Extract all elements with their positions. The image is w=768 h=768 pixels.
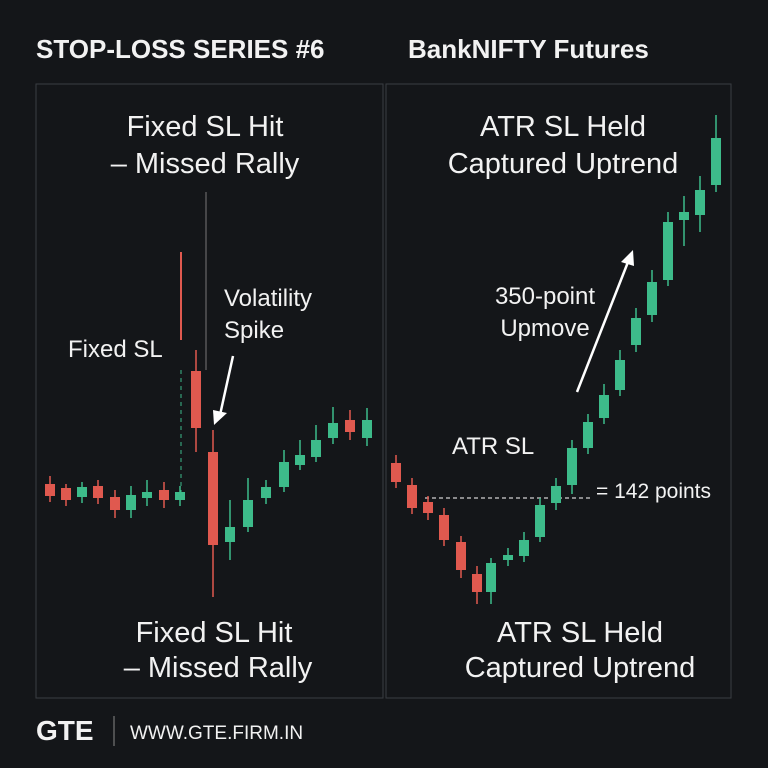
candle-body	[328, 423, 338, 438]
right-heading: Captured Uptrend	[448, 148, 679, 180]
right-frame	[385, 83, 732, 699]
fixed-sl-label: Fixed SL	[68, 336, 163, 363]
candle-body	[142, 492, 152, 498]
candle-body	[423, 502, 433, 513]
upmove-label: Upmove	[500, 315, 589, 342]
candle-body	[295, 455, 305, 465]
candle-body	[695, 190, 705, 215]
left-heading: Fixed SL Hit	[127, 111, 284, 143]
candle-body	[279, 462, 289, 487]
candle-body	[93, 486, 103, 498]
candle-body	[261, 487, 271, 498]
candle-body	[535, 505, 545, 537]
right-heading: ATR SL Held	[480, 111, 646, 143]
candle-body	[110, 497, 120, 510]
candle-body	[631, 318, 641, 345]
right-caption: Captured Uptrend	[465, 652, 696, 684]
brand: GTE	[36, 715, 94, 746]
candle-body	[77, 487, 87, 497]
upmove-label: 350-point	[495, 283, 595, 310]
candle-body	[45, 484, 55, 496]
url: WWW.GTE.FIRM.IN	[130, 723, 303, 744]
candle-body	[391, 463, 401, 482]
candle-body	[519, 540, 529, 556]
candle-body	[345, 420, 355, 432]
candle-body	[61, 488, 71, 500]
candle-body	[647, 282, 657, 315]
candle-body	[503, 555, 513, 560]
candle-body	[311, 440, 321, 457]
candle-body	[486, 563, 496, 592]
candle-body	[159, 490, 169, 500]
candle-body	[663, 222, 673, 280]
left-caption: – Missed Rally	[124, 652, 313, 684]
candle-body	[439, 515, 449, 540]
spike-arrow	[218, 355, 235, 416]
candle-body	[191, 371, 201, 428]
left-heading: – Missed Rally	[111, 148, 300, 180]
spike-label: Spike	[224, 317, 284, 344]
atr-sl-label: ATR SL	[452, 433, 534, 460]
candle-body	[679, 212, 689, 220]
candle-body	[126, 495, 136, 510]
candle-body	[472, 574, 482, 592]
candle-body	[615, 360, 625, 390]
candle-body	[175, 492, 185, 500]
candle-body	[456, 542, 466, 570]
left-caption: Fixed SL Hit	[136, 617, 293, 649]
candle-body	[225, 527, 235, 542]
candle-body	[583, 422, 593, 448]
candle-body	[599, 395, 609, 418]
upmove-arrow	[575, 261, 630, 393]
candle-body	[567, 448, 577, 485]
candle-body	[362, 420, 372, 438]
candle-body	[407, 485, 417, 508]
arrowhead	[621, 250, 634, 266]
gap-label: = 142 points	[596, 480, 711, 503]
spike-label: Volatility	[224, 285, 312, 312]
right-caption: ATR SL Held	[497, 617, 663, 649]
candle-body	[243, 500, 253, 527]
candle-body	[208, 452, 218, 545]
subtitle: BankNIFTY Futures	[408, 34, 649, 64]
candle-body	[711, 138, 721, 185]
title: STOP-LOSS SERIES #6	[36, 34, 325, 64]
candles	[45, 115, 721, 604]
candle-body	[551, 486, 561, 503]
left-frame	[35, 83, 384, 699]
arrowhead	[213, 410, 227, 425]
